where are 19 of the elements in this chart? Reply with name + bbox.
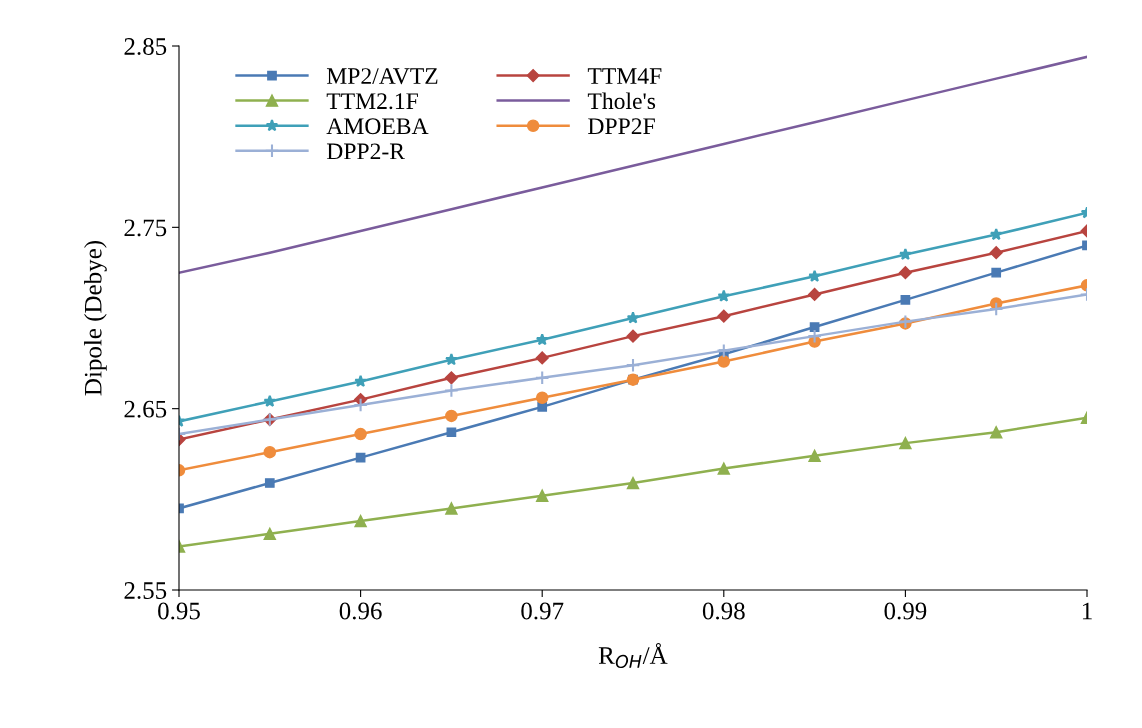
y-tick-label: 2.55 [124,582,167,600]
x-tick-label: 0.96 [339,602,382,620]
y-tick-label: 2.75 [124,219,167,237]
legend-label: MP2/AVTZ [326,68,438,85]
legend-label: TTM2.1F [326,93,418,110]
legend-label: TTM4F [587,68,662,84]
y-tick-label: 2.85 [124,38,167,56]
legend-label: DPP2-R [326,143,405,160]
legend-label: DPP2F [588,118,655,135]
y-axis-title: Dipole (Debye) [84,241,107,396]
x-tick-label: 0.95 [158,602,200,620]
legend-label: AMOEBA [326,118,429,135]
y-tick-label: 2.65 [124,400,167,418]
x-tick-label: 0.98 [702,602,745,620]
x-tick-label: 0.97 [521,602,564,620]
x-axis-title: R$_{OH}$/Å [598,643,668,669]
legend-label: Thole's [587,92,656,110]
x-tick-label: 0.99 [884,602,927,620]
x-tick-label: 1 [1082,602,1092,620]
